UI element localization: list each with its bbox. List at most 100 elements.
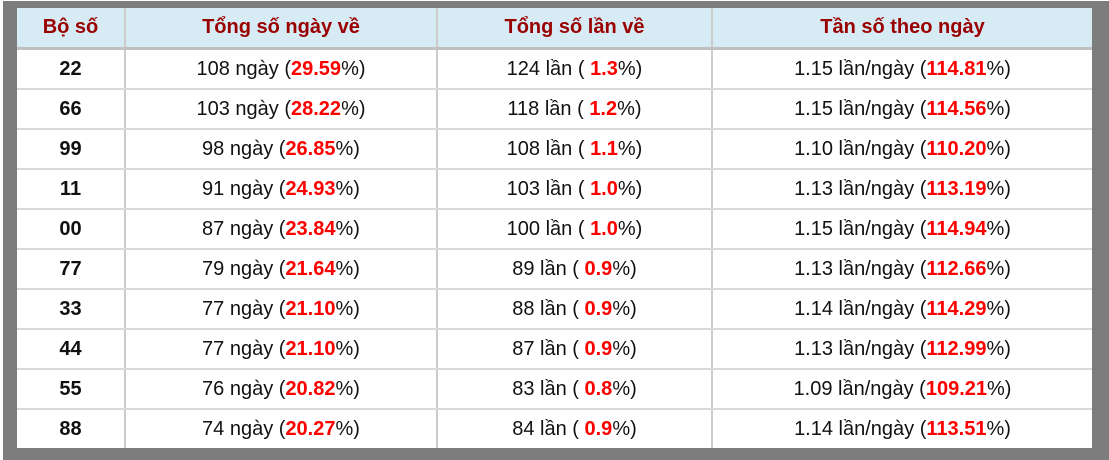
days-text: 79 ngày ( [202,257,286,280]
column-header-total-times: Tổng số lần về [437,8,713,50]
days-text-close: %) [335,257,360,280]
days-text: 91 ngày ( [202,177,286,200]
times-text: 108 lần ( [506,137,591,160]
frequency-text: 1.15 lần/ngày ( [794,217,927,240]
times-text: 103 lần ( [506,177,591,200]
pair-value: 55 [59,377,82,400]
cell-total-times: 118 lần ( 1.2%) [437,89,713,130]
frequency-percent-value: 113.19 [926,177,987,200]
pair-value: 00 [59,217,82,240]
frequency-text: 1.13 lần/ngày ( [794,257,927,280]
frequency-text: 1.15 lần/ngày ( [794,57,927,80]
cell-total-days: 77 ngày (21.10%) [125,329,438,370]
frequency-percent-value: 114.56 [926,97,987,120]
frequency-text: 1.14 lần/ngày ( [794,417,927,440]
times-percent-value: 0.9 [584,417,613,440]
times-text: 118 lần ( [507,97,590,120]
times-text-close: %) [612,257,637,280]
days-text-close: %) [341,57,366,80]
times-text-close: %) [617,97,642,120]
days-percent-value: 20.27 [285,417,336,440]
days-text-close: %) [335,177,360,200]
days-text-close: %) [335,417,360,440]
days-text-close: %) [335,217,360,240]
cell-daily-frequency: 1.14 lần/ngày (113.51%) [712,409,1092,448]
days-text: 77 ngày ( [202,297,286,320]
days-text: 74 ngày ( [202,417,286,440]
cell-daily-frequency: 1.09 lần/ngày (109.21%) [712,369,1092,410]
cell-pair: 00 [17,209,126,250]
cell-total-times: 124 lần ( 1.3%) [437,48,713,90]
table-row: 00 87 ngày (23.84%) 100 lần ( 1.0%) 1.15… [17,209,1092,250]
times-text: 89 lần ( [512,257,585,280]
cell-total-days: 77 ngày (21.10%) [125,289,438,330]
table-row: 11 91 ngày (24.93%) 103 lần ( 1.0%) 1.13… [17,169,1092,210]
cell-total-times: 100 lần ( 1.0%) [437,209,713,250]
cell-total-times: 88 lần ( 0.9%) [437,289,713,330]
days-text-close: %) [335,377,360,400]
cell-total-days: 87 ngày (23.84%) [125,209,438,250]
frequency-text-close: %) [986,257,1011,280]
times-text-close: %) [617,57,643,80]
cell-pair: 55 [17,369,126,410]
times-percent-value: 1.2 [589,97,618,120]
table-body: 22 108 ngày (29.59%) 124 lần ( 1.3%) 1.1… [17,48,1092,448]
days-text: 77 ngày ( [202,337,286,360]
cell-total-days: 74 ngày (20.27%) [125,409,438,448]
cell-total-days: 98 ngày (26.85%) [125,129,438,170]
days-percent-value: 21.64 [285,257,336,280]
cell-pair: 66 [17,89,126,130]
days-text-close: %) [335,137,360,160]
table-row: 77 79 ngày (21.64%) 89 lần ( 0.9%) 1.13 … [17,249,1092,290]
cell-daily-frequency: 1.15 lần/ngày (114.81%) [712,48,1092,90]
pair-value: 66 [59,97,82,120]
days-percent-value: 21.10 [285,337,336,360]
frequency-text: 1.09 lần/ngày ( [793,377,926,400]
cell-total-times: 89 lần ( 0.9%) [437,249,713,290]
cell-daily-frequency: 1.15 lần/ngày (114.56%) [712,89,1092,130]
frequency-text-close: %) [987,377,1012,400]
pair-value: 11 [59,177,82,200]
frequency-text-close: %) [986,297,1011,320]
cell-pair: 44 [17,329,126,370]
cell-daily-frequency: 1.10 lần/ngày (110.20%) [712,129,1092,170]
cell-pair: 11 [17,169,126,210]
days-text: 87 ngày ( [202,217,286,240]
table-row: 44 77 ngày (21.10%) 87 lần ( 0.9%) 1.13 … [17,329,1092,370]
days-text-close: %) [335,337,360,360]
days-percent-value: 24.93 [285,177,336,200]
times-percent-value: 0.9 [584,297,613,320]
days-text: 103 ngày ( [196,97,291,120]
pair-value: 33 [59,297,82,320]
times-text-close: %) [612,377,637,400]
pair-value: 88 [59,417,82,440]
pair-value: 22 [59,57,82,80]
days-text: 108 ngày ( [196,57,291,80]
frequency-text: 1.15 lần/ngày ( [794,97,927,120]
frequency-percent-value: 110.20 [926,137,987,160]
frequency-text: 1.10 lần/ngày ( [794,137,927,160]
times-text-close: %) [612,417,637,440]
frequency-text-close: %) [986,137,1011,160]
column-header-total-days: Tổng số ngày về [125,8,438,50]
times-text-close: %) [617,177,643,200]
cell-daily-frequency: 1.14 lần/ngày (114.29%) [712,289,1092,330]
frequency-percent-value: 112.66 [926,257,987,280]
times-text: 87 lần ( [512,337,585,360]
times-percent-value: 1.1 [590,137,618,160]
times-text-close: %) [617,217,643,240]
cell-total-times: 108 lần ( 1.1%) [437,129,713,170]
times-percent-value: 0.8 [584,377,613,400]
cell-pair: 77 [17,249,126,290]
cell-total-days: 103 ngày (28.22%) [125,89,438,130]
times-text-close: %) [612,337,637,360]
frequency-text: 1.13 lần/ngày ( [794,337,927,360]
days-text-close: %) [341,97,366,120]
cell-daily-frequency: 1.15 lần/ngày (114.94%) [712,209,1092,250]
days-text-close: %) [335,297,360,320]
column-header-pair: Bộ số [17,8,126,50]
cell-pair: 88 [17,409,126,448]
cell-pair: 22 [17,48,126,90]
pair-value: 77 [59,257,82,280]
